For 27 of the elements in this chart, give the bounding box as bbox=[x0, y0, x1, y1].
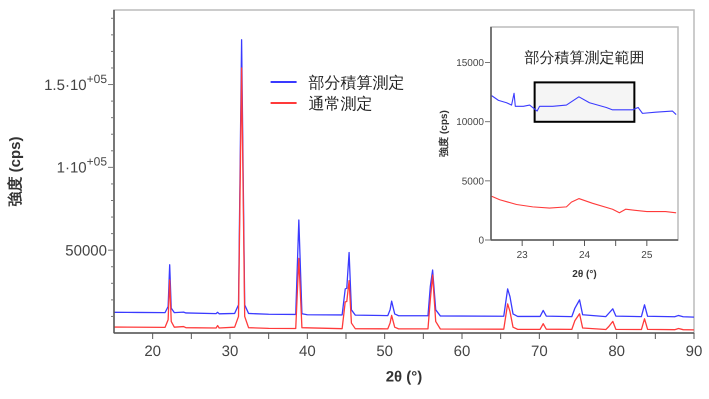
x-tick-label: 80 bbox=[608, 343, 626, 360]
x-tick-label: 30 bbox=[222, 343, 238, 360]
y-tick-label: 0 bbox=[478, 236, 484, 246]
x-tick-label: 70 bbox=[530, 343, 548, 360]
y-tick-label: 1.5·10$^{+05}$ bbox=[44, 72, 108, 94]
y-tick-label: 10000 bbox=[456, 117, 484, 128]
line-series bbox=[491, 196, 677, 214]
x-tick-label: 20 bbox=[144, 343, 162, 360]
x-tick-label: 60 bbox=[454, 343, 470, 360]
x-tick-label: 40 bbox=[298, 343, 316, 360]
y-axis-title: 強度 (cps) bbox=[438, 110, 450, 157]
legend-label: 通常測定 bbox=[308, 95, 373, 113]
y-axis-title: 強度 (cps) bbox=[6, 136, 24, 207]
band-label: 部分積算測定範囲 bbox=[524, 49, 644, 66]
x-tick-label: 25 bbox=[641, 250, 653, 261]
legend-label: 部分積算測定 bbox=[308, 74, 405, 92]
y-tick-label: 15000 bbox=[456, 58, 484, 69]
x-tick-label: 50 bbox=[376, 343, 394, 360]
y-tick-label: 5000 bbox=[462, 176, 484, 188]
x-tick-label: 90 bbox=[686, 343, 702, 360]
y-tick-label: 1·10$^{+05}$ bbox=[56, 154, 108, 177]
x-axis-title: 2θ (°) bbox=[572, 269, 597, 280]
y-tick-label: 50000 bbox=[65, 242, 107, 260]
x-axis-title: 2θ (°) bbox=[386, 368, 422, 386]
x-tick-label: 23 bbox=[516, 250, 528, 261]
line-series bbox=[491, 92, 677, 116]
x-tick-label: 24 bbox=[578, 250, 590, 261]
